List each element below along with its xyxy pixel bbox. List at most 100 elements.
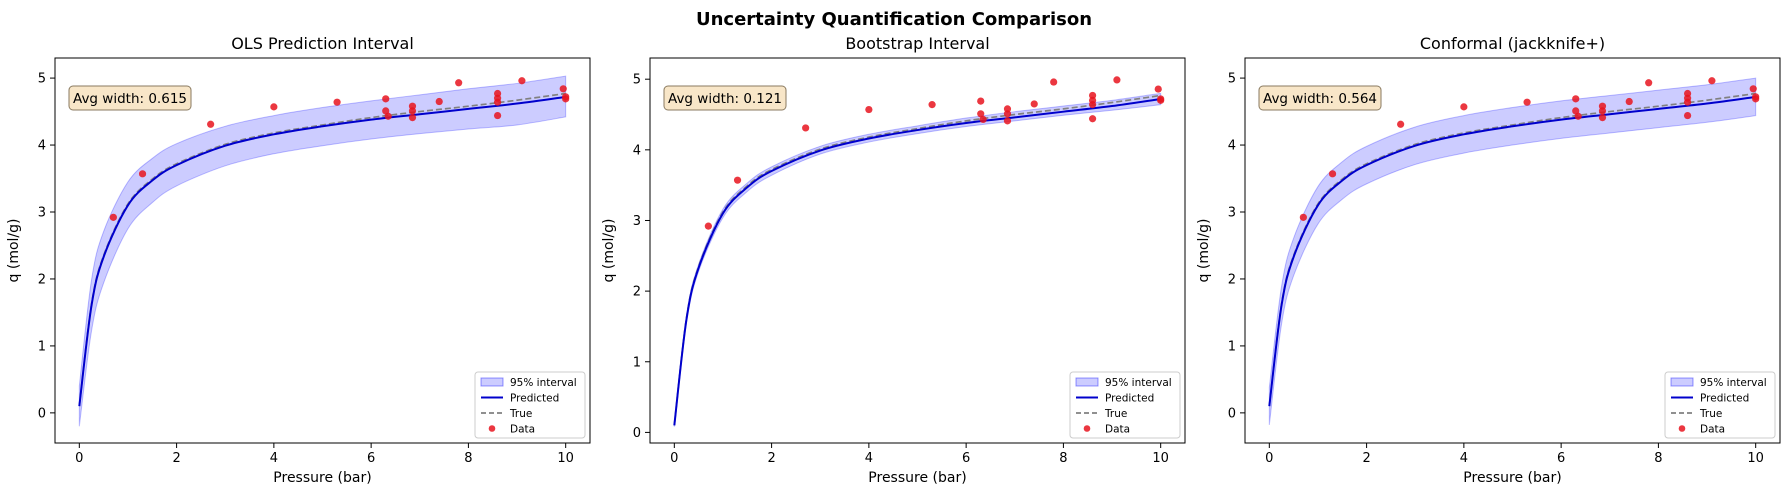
x-tick-label: 0 [670, 451, 678, 466]
data-point [977, 97, 985, 105]
y-tick-label: 1 [633, 355, 641, 370]
legend-label: True [1699, 408, 1722, 420]
legend-label: True [509, 408, 532, 420]
data-point [408, 113, 417, 122]
data-point [207, 120, 215, 128]
data-point [1050, 78, 1058, 86]
annotation-box [1258, 85, 1382, 111]
data-point [1598, 113, 1607, 122]
data-point [270, 103, 278, 111]
axes-frame [649, 57, 1186, 444]
x-tick-label: 0 [75, 451, 83, 466]
true-line [673, 94, 1161, 426]
chart-title: Bootstrap Interval [845, 34, 989, 53]
legend-item: Data [1678, 423, 1725, 435]
legend-item: Data [1083, 423, 1130, 435]
data-point [1683, 98, 1692, 106]
x-tick-label: 8 [464, 451, 472, 466]
legend: 95% interval Predicted True Data [1664, 371, 1776, 439]
y-tick-label: 4 [633, 143, 641, 158]
legend-label: Data [1700, 423, 1725, 435]
x-tick-label: 4 [1460, 451, 1468, 466]
legend-box [1664, 371, 1776, 439]
data-point [865, 105, 873, 114]
data-point [1523, 98, 1531, 106]
legend-swatch-interval [480, 377, 504, 387]
interval-band [1268, 77, 1757, 425]
data-point [382, 107, 390, 115]
data-point [384, 112, 392, 120]
x-tick-label: 2 [172, 451, 180, 466]
x-tick-label: 0 [1265, 451, 1273, 466]
x-axis-label: Pressure (bar) [868, 470, 966, 486]
chart-panel: Bootstrap Interval 0 2 4 6 8 10 0 1 2 3 4 5 Pressure … [601, 34, 1186, 486]
data-point [559, 85, 567, 93]
y-tick-label: 5 [1228, 72, 1236, 87]
chart-panel: OLS Prediction Interval 0 2 4 6 8 10 0 1 2 3 4 5 Pres… [6, 34, 591, 486]
legend-item: Data [488, 423, 535, 435]
legend-label: Predicted [510, 392, 559, 404]
data-point [109, 213, 117, 221]
y-tick-label: 4 [38, 139, 46, 154]
data-point [1003, 110, 1012, 118]
figure-title: Uncertainty Quantification Comparison [696, 9, 1092, 30]
legend-label: 95% interval [1700, 377, 1767, 389]
legend-item: 95% interval [1670, 377, 1767, 389]
legend-label: 95% interval [510, 377, 577, 389]
x-tick-label: 4 [270, 451, 278, 466]
data-point [1397, 120, 1405, 128]
legend-box [1069, 371, 1181, 439]
avg-width-annotation: Avg width: 0.615 [68, 85, 192, 111]
data-point [408, 107, 417, 115]
y-tick-label: 0 [1228, 406, 1236, 421]
legend-swatch-data [488, 425, 496, 432]
data-point [518, 77, 526, 85]
y-tick-label: 2 [1228, 272, 1236, 287]
data-point [1572, 107, 1580, 115]
y-tick-label: 4 [1228, 139, 1236, 154]
legend-item: 95% interval [1075, 377, 1172, 389]
avg-width-annotation: Avg width: 0.564 [1258, 85, 1382, 111]
axes-frame [1244, 57, 1781, 444]
x-tick-label: 6 [962, 451, 970, 466]
x-tick-label: 10 [1747, 451, 1764, 466]
x-tick-label: 6 [367, 451, 375, 466]
data-point [382, 95, 390, 103]
data-point [435, 97, 443, 106]
x-tick-label: 2 [1362, 451, 1370, 466]
legend-label: Predicted [1700, 392, 1749, 404]
data-point [1088, 101, 1097, 109]
legend-swatch-interval [1670, 377, 1694, 387]
data-point [733, 176, 742, 184]
predicted-line [673, 97, 1161, 426]
x-tick-label: 6 [1557, 451, 1565, 466]
legend-label: Predicted [1105, 392, 1154, 404]
axes-frame [54, 57, 591, 444]
data-point [1625, 97, 1633, 106]
data-point [1460, 103, 1468, 111]
legend-label: Data [510, 423, 535, 435]
data-point [493, 98, 502, 106]
legend: 95% interval Predicted True Data [474, 371, 586, 439]
data-point [1683, 111, 1692, 120]
y-axis-label: q (mol/g) [1196, 219, 1212, 283]
annotation-text: Avg width: 0.121 [668, 91, 782, 107]
chart-panel: Conformal (jackknife+) 0 2 4 6 8 10 0 1 2 3 4 5 Press… [1196, 34, 1781, 486]
y-tick-label: 5 [38, 72, 46, 87]
y-tick-label: 0 [633, 426, 641, 441]
data-point [1645, 79, 1653, 87]
data-point [562, 95, 570, 103]
legend-box [474, 371, 586, 439]
data-point [1749, 85, 1757, 93]
legend-swatch-data [1083, 425, 1091, 432]
data-point [1572, 95, 1580, 103]
legend-swatch-data [1678, 425, 1686, 432]
x-tick-label: 2 [767, 451, 775, 466]
y-tick-label: 2 [633, 285, 641, 300]
legend-item: Predicted [481, 392, 559, 404]
legend-label: Data [1105, 423, 1130, 435]
y-tick-label: 3 [1228, 206, 1236, 221]
legend-item: Predicted [1671, 392, 1749, 404]
